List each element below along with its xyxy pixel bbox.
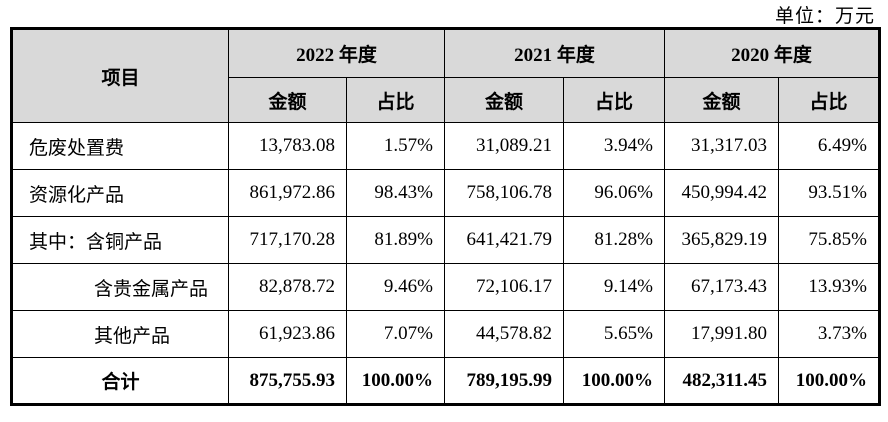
total-label: 合计 <box>11 357 229 405</box>
header-year-2021: 2021 年度 <box>444 28 665 78</box>
table-row: 危废处置费 13,783.08 1.57% 31,089.21 3.94% 31… <box>11 122 880 170</box>
cell-value: 13.93% <box>778 263 880 311</box>
cell-value: 717,170.28 <box>228 216 347 264</box>
row-item-label: 危废处置费 <box>11 122 229 170</box>
cell-value: 7.07% <box>346 310 445 358</box>
cell-value: 100.00% <box>778 357 880 405</box>
table-row: 其中：含铜产品 717,170.28 81.89% 641,421.79 81.… <box>11 216 880 264</box>
header-amount-2021: 金额 <box>444 77 564 123</box>
cell-value: 93.51% <box>778 169 880 217</box>
cell-value: 13,783.08 <box>228 122 347 170</box>
cell-value: 72,106.17 <box>444 263 564 311</box>
header-item: 项目 <box>11 28 229 123</box>
cell-value: 17,991.80 <box>664 310 779 358</box>
cell-value: 1.57% <box>346 122 445 170</box>
cell-value: 861,972.86 <box>228 169 347 217</box>
cell-value: 450,994.42 <box>664 169 779 217</box>
header-year-2022: 2022 年度 <box>228 28 445 78</box>
header-amount-2020: 金额 <box>664 77 779 123</box>
row-item-label: 其中：含铜产品 <box>11 216 229 264</box>
cell-value: 44,578.82 <box>444 310 564 358</box>
table-row: 资源化产品 861,972.86 98.43% 758,106.78 96.06… <box>11 169 880 217</box>
unit-label: 单位：万元 <box>774 6 875 27</box>
cell-value: 6.49% <box>778 122 880 170</box>
cell-value: 75.85% <box>778 216 880 264</box>
header-year-2020: 2020 年度 <box>664 28 880 78</box>
table-row: 其他产品 61,923.86 7.07% 44,578.82 5.65% 17,… <box>11 310 880 358</box>
cell-value: 81.28% <box>563 216 665 264</box>
cell-value: 3.73% <box>778 310 880 358</box>
cell-value: 9.46% <box>346 263 445 311</box>
cell-value: 61,923.86 <box>228 310 347 358</box>
cell-value: 875,755.93 <box>228 357 347 405</box>
cell-value: 31,089.21 <box>444 122 564 170</box>
table-row: 含贵金属产品 82,878.72 9.46% 72,106.17 9.14% 6… <box>11 263 880 311</box>
cell-value: 641,421.79 <box>444 216 564 264</box>
cell-value: 482,311.45 <box>664 357 779 405</box>
cell-value: 758,106.78 <box>444 169 564 217</box>
cell-value: 100.00% <box>563 357 665 405</box>
row-item-label: 含贵金属产品 <box>11 263 229 311</box>
cell-value: 96.06% <box>563 169 665 217</box>
cell-value: 100.00% <box>346 357 445 405</box>
header-ratio-2021: 占比 <box>563 77 665 123</box>
cell-value: 789,195.99 <box>444 357 564 405</box>
cell-value: 82,878.72 <box>228 263 347 311</box>
cell-value: 5.65% <box>563 310 665 358</box>
cell-value: 67,173.43 <box>664 263 779 311</box>
cell-value: 98.43% <box>346 169 445 217</box>
header-ratio-2020: 占比 <box>778 77 880 123</box>
revenue-composition-table: 项目 2022 年度 2021 年度 2020 年度 金额 占比 金额 占比 金… <box>10 27 881 406</box>
header-ratio-2022: 占比 <box>346 77 445 123</box>
cell-value: 365,829.19 <box>664 216 779 264</box>
table-total-row: 合计 875,755.93 100.00% 789,195.99 100.00%… <box>11 357 880 405</box>
cell-value: 81.89% <box>346 216 445 264</box>
header-amount-2022: 金额 <box>228 77 347 123</box>
cell-value: 9.14% <box>563 263 665 311</box>
row-item-label: 其他产品 <box>11 310 229 358</box>
cell-value: 3.94% <box>563 122 665 170</box>
row-item-label: 资源化产品 <box>11 169 229 217</box>
cell-value: 31,317.03 <box>664 122 779 170</box>
